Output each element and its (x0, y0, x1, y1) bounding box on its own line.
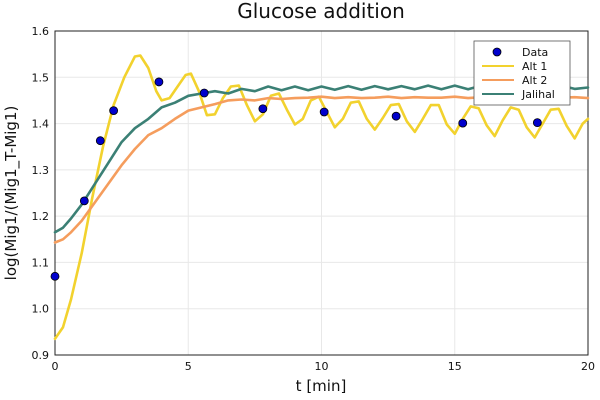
x-tick-label: 15 (448, 360, 462, 373)
x-tick-label: 20 (581, 360, 595, 373)
legend-label: Alt 1 (522, 60, 547, 73)
legend-label: Data (522, 46, 548, 59)
data-point (154, 77, 164, 87)
y-axis-label: log(Mig1/(Mig1_T-Mig1) (2, 106, 21, 281)
y-tick-label: 1.3 (32, 164, 50, 177)
data-point (391, 111, 401, 121)
x-tick-label: 0 (52, 360, 59, 373)
data-point (258, 104, 268, 114)
data-point (79, 196, 89, 206)
y-tick-label: 1.2 (32, 210, 50, 223)
data-point (319, 107, 329, 117)
y-tick-label: 0.9 (32, 349, 50, 362)
data-point (109, 106, 119, 116)
x-axis-label: t [min] (296, 377, 347, 395)
y-tick-label: 1.6 (32, 25, 50, 38)
y-tick-label: 1.5 (32, 71, 50, 84)
plot-frame (54, 30, 589, 356)
data-point (532, 118, 542, 128)
data-point (50, 271, 60, 281)
legend-label: Alt 2 (522, 74, 547, 87)
y-tick-label: 1.4 (32, 118, 50, 131)
y-tick-label: 1.1 (32, 256, 50, 269)
axis-ticks: 0 5 10 15 20 0.9 1.0 1.1 1.2 1.3 1.4 1.5 1.6 (32, 25, 596, 373)
data-point (458, 118, 468, 128)
legend-marker (492, 47, 502, 57)
x-tick-label: 10 (315, 360, 329, 373)
legend-label: Jalihal (521, 88, 555, 101)
data-point (95, 136, 105, 146)
chart-title: Glucose addition (237, 0, 405, 23)
x-tick-label: 5 (185, 360, 192, 373)
data-point (199, 88, 209, 98)
y-tick-label: 1.0 (32, 303, 50, 316)
